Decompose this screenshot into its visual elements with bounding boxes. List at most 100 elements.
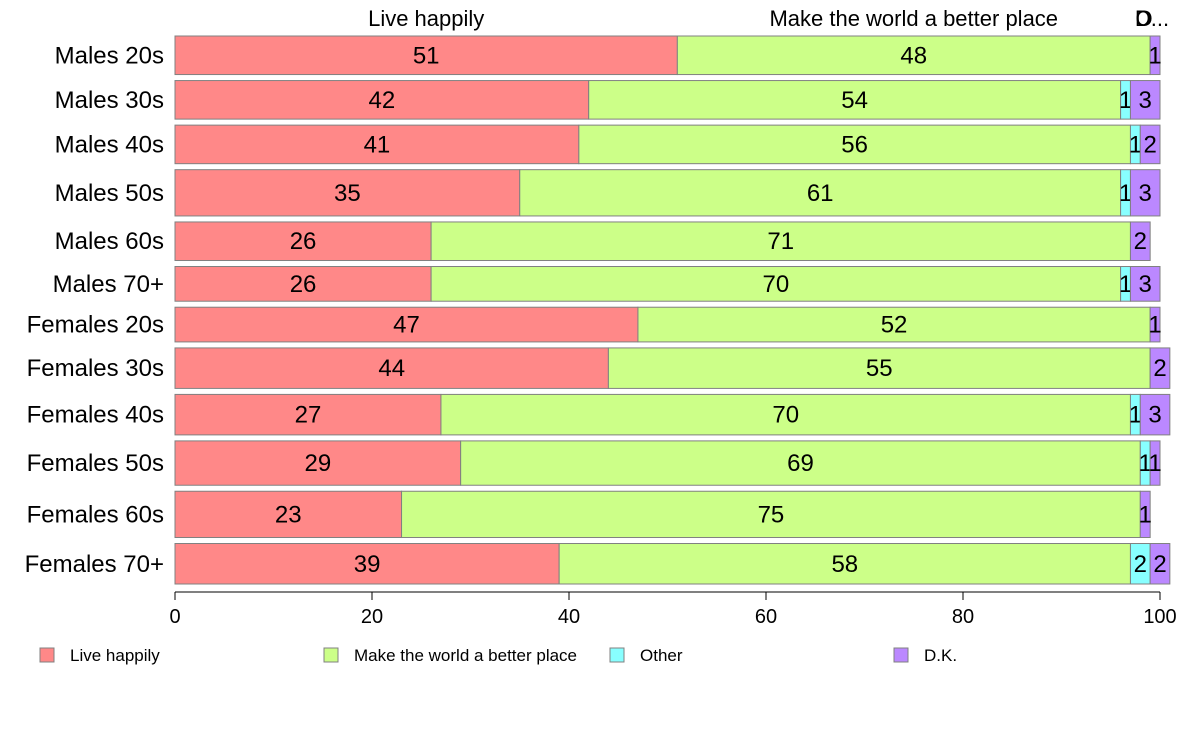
data-label: 70 [762, 271, 789, 298]
x-tick-label: 100 [1143, 606, 1176, 628]
legend-item-other: Other [609, 646, 683, 665]
data-label: 1 [1119, 180, 1132, 207]
data-label: 3 [1139, 180, 1152, 207]
data-label: 1 [1129, 131, 1142, 158]
data-label: 2 [1134, 228, 1147, 255]
data-label: 55 [866, 355, 893, 382]
bar-segment-make-the-world-a-better-place [558, 543, 1131, 585]
data-label: 52 [881, 312, 908, 339]
bar-segment-make-the-world-a-better-place [607, 347, 1151, 389]
data-label: 41 [364, 131, 391, 158]
bar-segment-d-k [1129, 169, 1161, 217]
data-label: 26 [290, 271, 317, 298]
bar-segment-d-k [1129, 221, 1151, 262]
bar-segment-live-happily [174, 440, 462, 486]
bar-segment-make-the-world-a-better-place [578, 124, 1131, 165]
data-label: 1 [1148, 312, 1161, 339]
bar-segment-d-k [1129, 80, 1161, 120]
row-label: Females 70+ [25, 551, 164, 578]
data-label: 51 [413, 42, 440, 69]
legend: Live happily Make the world a better plac… [39, 646, 957, 665]
data-label: 35 [334, 180, 361, 207]
bar-row-males-40s: 41 56 1 2 [174, 124, 1161, 165]
bar-segment-make-the-world-a-better-place [676, 35, 1151, 76]
data-label: 71 [767, 228, 794, 255]
top-label-other: O [1135, 6, 1152, 31]
data-label: 48 [900, 42, 927, 69]
bar-segment-d-k [1149, 543, 1171, 585]
bar-segment-make-the-world-a-better-place [440, 393, 1131, 436]
row-label: Males 20s [55, 42, 164, 69]
row-label: Males 70+ [53, 271, 164, 298]
row-label: Males 40s [55, 131, 164, 158]
legend-swatch [39, 647, 55, 663]
data-label: 23 [275, 501, 302, 528]
x-tick-label: 20 [361, 606, 383, 628]
bar-segment-make-the-world-a-better-place [401, 490, 1141, 539]
data-label: 44 [378, 355, 405, 382]
bar-segment-live-happily [174, 543, 560, 585]
row-label: Females 40s [27, 402, 164, 429]
x-tick-label: 80 [952, 606, 974, 628]
data-label: 47 [393, 312, 420, 339]
data-label: 39 [354, 551, 381, 578]
bars: 51 48 142 54 1 341 56 1 235 61 1 326 71 226 70 1 347 52 14… [174, 35, 1171, 585]
data-label: 70 [772, 402, 799, 429]
data-label: 3 [1139, 87, 1152, 114]
data-label: 1 [1139, 501, 1152, 528]
bar-segment-d-k [1139, 393, 1171, 436]
bar-segment-live-happily [174, 347, 609, 389]
data-label: 2 [1143, 131, 1156, 158]
bar-segment-d-k [1139, 490, 1151, 539]
x-tick-label: 0 [169, 606, 180, 628]
data-label: 2 [1134, 551, 1147, 578]
bar-segment-make-the-world-a-better-place [430, 266, 1122, 302]
bar-segment-live-happily [174, 266, 432, 302]
bar-segment-d-k [1149, 306, 1161, 343]
bar-row-males-30s: 42 54 1 3 [174, 80, 1161, 120]
top-label-make-the-world-a-better-place: Make the world a better place [769, 6, 1058, 31]
data-label: 42 [368, 87, 395, 114]
data-label: 69 [787, 450, 814, 477]
data-label: 3 [1148, 402, 1161, 429]
legend-item-d-k: D.K. [893, 646, 957, 665]
top-label-live-happily: Live happily [368, 6, 484, 31]
bar-row-females-60s: 23 75 1 [174, 490, 1152, 539]
top-labels: Live happily Make the world a better plac… [368, 6, 1169, 31]
bar-segment-d-k [1149, 35, 1161, 76]
bar-segment-live-happily [174, 124, 580, 165]
legend-swatch [609, 647, 625, 663]
bar-row-females-70: 39 58 2 2 [174, 543, 1171, 585]
bar-segment-d-k [1149, 440, 1161, 486]
data-label: 58 [831, 551, 858, 578]
row-label: Females 20s [27, 312, 164, 339]
bar-segment-make-the-world-a-better-place [430, 221, 1131, 262]
bar-row-females-40s: 27 70 1 3 [174, 393, 1171, 436]
legend-label: Live happily [70, 646, 160, 665]
bar-row-females-50s: 29 69 11 [174, 440, 1162, 486]
data-label: 1 [1139, 450, 1152, 477]
bar-segment-d-k [1139, 124, 1161, 165]
bar-row-males-60s: 26 71 2 [174, 221, 1151, 262]
data-label: 26 [290, 228, 317, 255]
legend-item-make-the-world-a-better-place: Make the world a better place [323, 646, 577, 665]
data-label: 1 [1119, 87, 1132, 114]
data-label: 2 [1153, 355, 1166, 382]
bar-segment-live-happily [174, 490, 403, 539]
legend-label: D.K. [924, 646, 957, 665]
x-tick-label: 60 [755, 606, 777, 628]
bar-segment-live-happily [174, 393, 442, 436]
legend-swatch [893, 647, 909, 663]
row-label: Females 50s [27, 450, 164, 477]
data-label: 3 [1139, 271, 1152, 298]
row-label: Males 50s [55, 180, 164, 207]
bar-segment-live-happily [174, 306, 639, 343]
data-label: 75 [758, 501, 785, 528]
row-labels: Males 20s Males 30s Males 40s Males 50s Male… [25, 42, 164, 577]
x-tick-label: 40 [558, 606, 580, 628]
x-axis: 0 20 40 60 80 100 [169, 591, 1177, 628]
data-label: 1 [1129, 402, 1142, 429]
bar-segment-live-happily [174, 80, 590, 120]
data-label: 61 [807, 180, 834, 207]
